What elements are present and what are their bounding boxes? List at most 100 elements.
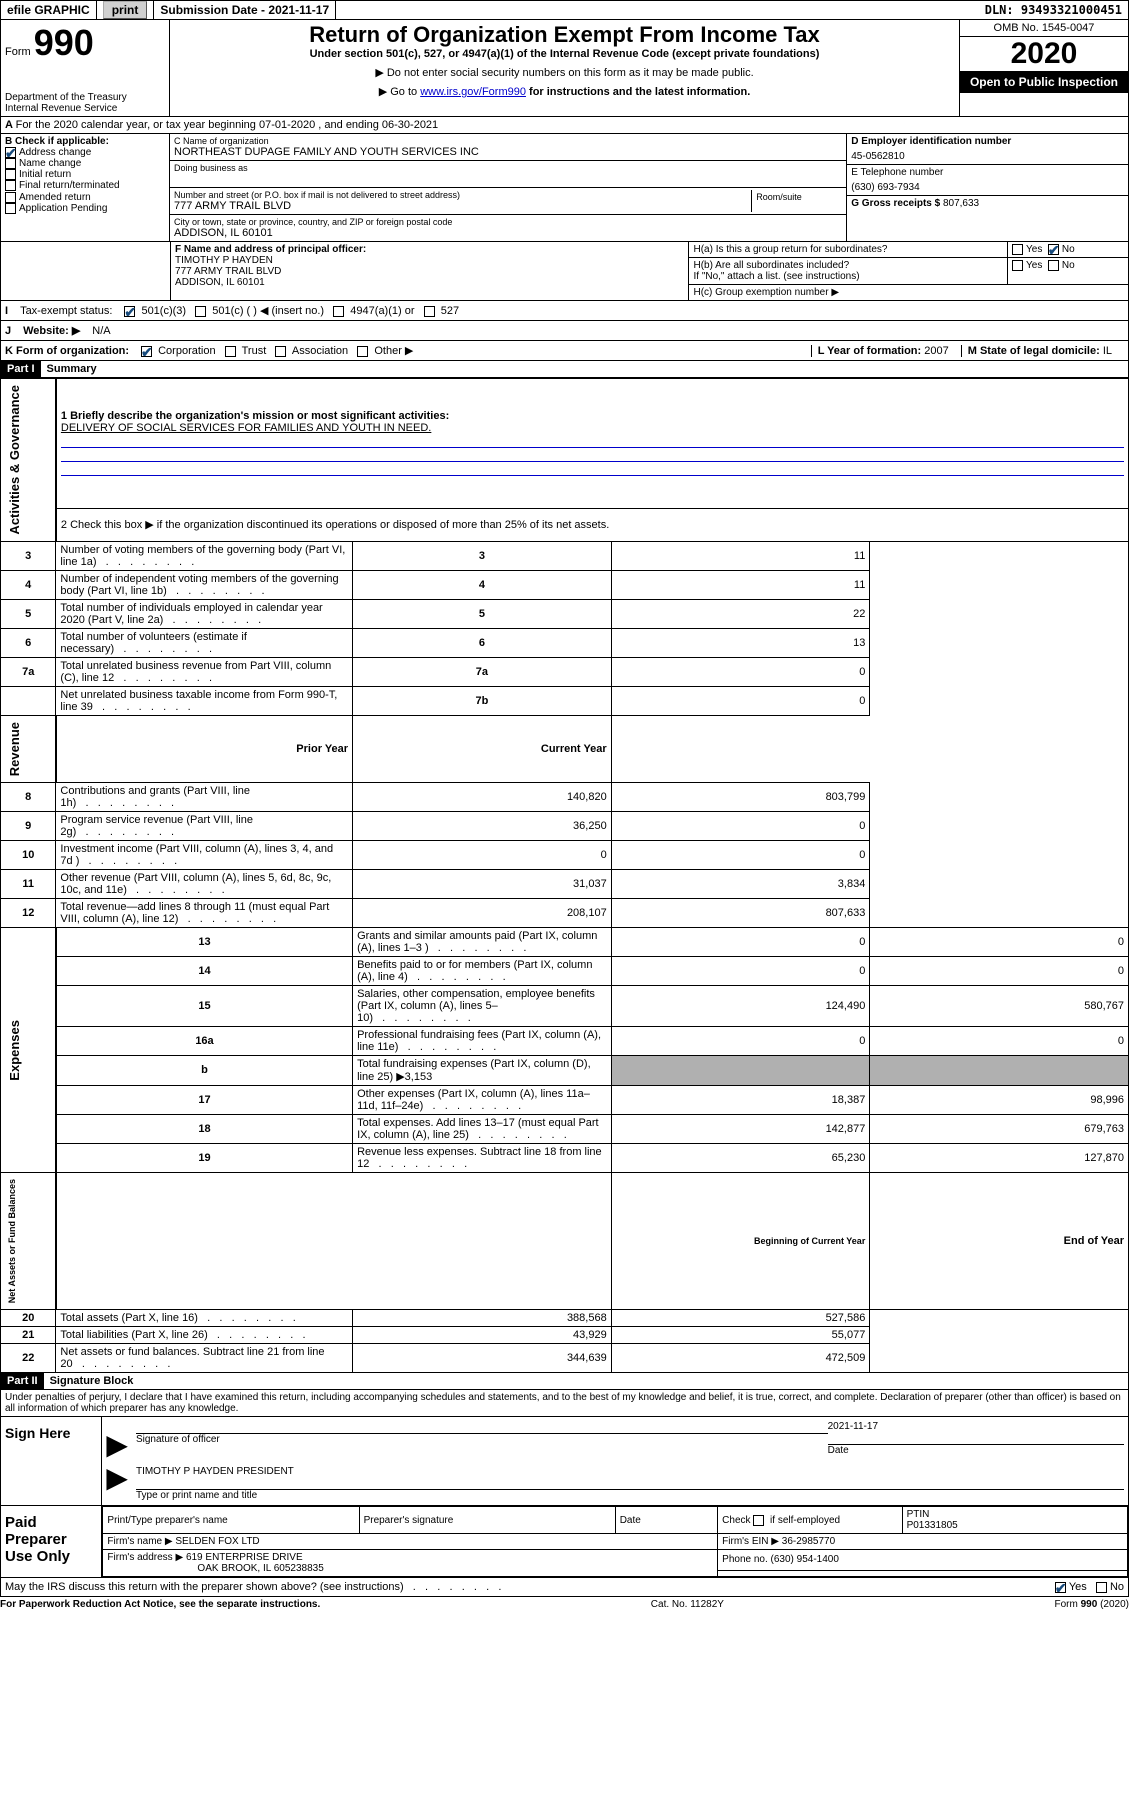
rowi-check-0[interactable] — [124, 306, 135, 317]
submission-date-label: Submission Date - — [160, 3, 268, 17]
boxb-check-0[interactable] — [5, 147, 16, 158]
h-c-group-exemption: H(c) Group exemption number ▶ — [689, 285, 1128, 300]
open-inspection: Open to Public Inspection — [960, 71, 1128, 93]
boxb-check-4[interactable] — [5, 192, 16, 203]
ptin: P01331805 — [907, 1520, 958, 1531]
discuss-yes-checkbox[interactable] — [1055, 1582, 1066, 1593]
signature-block: Sign Here ▶▶ Signature of officer 2021-1… — [0, 1417, 1129, 1506]
firm-addr1: 619 ENTERPRISE DRIVE — [186, 1552, 303, 1563]
form990-link[interactable]: www.irs.gov/Form990 — [420, 86, 526, 98]
dept-treasury: Department of the Treasury — [5, 92, 165, 103]
officer-name: TIMOTHY P HAYDEN — [175, 255, 273, 266]
box-f: F Name and address of principal officer:… — [170, 242, 688, 300]
table-row: 7aTotal unrelated business revenue from … — [1, 657, 1129, 686]
form-label: Form — [5, 46, 31, 58]
row-j-website: J Website: ▶ N/A — [0, 321, 1129, 341]
table-row: 9Program service revenue (Part VIII, lin… — [1, 811, 1129, 840]
table-row: 16aProfessional fundraising fees (Part I… — [1, 1026, 1129, 1055]
part2-header: Part II Signature Block — [0, 1373, 1129, 1390]
rowi-check-2[interactable] — [333, 306, 344, 317]
boxb-item: Initial return — [5, 169, 165, 180]
rowk-check-2[interactable] — [275, 346, 286, 357]
row-k-org-form: K Form of organization: Corporation Trus… — [0, 341, 1129, 361]
self-employed-checkbox[interactable] — [753, 1515, 764, 1526]
firm-name: SELDEN FOX LTD — [175, 1536, 259, 1547]
table-row: 18Total expenses. Add lines 13–17 (must … — [1, 1114, 1129, 1143]
firm-addr2: OAK BROOK, IL 605238835 — [197, 1563, 323, 1574]
h-a-no-checkbox[interactable] — [1048, 244, 1059, 255]
table-row: 20Total assets (Part X, line 16)388,5685… — [1, 1310, 1129, 1327]
table-row: 8Contributions and grants (Part VIII, li… — [1, 782, 1129, 811]
omb-number: OMB No. 1545-0047 — [960, 20, 1128, 37]
vlabel-governance: Activities & Governance — [5, 381, 24, 539]
submission-date: 2021-11-17 — [268, 3, 329, 17]
boxb-item: Final return/terminated — [5, 180, 165, 191]
table-row: 19Revenue less expenses. Subtract line 1… — [1, 1143, 1129, 1172]
firm-phone: (630) 954-1400 — [771, 1554, 839, 1565]
table-row: bTotal fundraising expenses (Part IX, co… — [1, 1055, 1129, 1085]
paid-preparer-block: Paid Preparer Use Only Print/Type prepar… — [0, 1506, 1129, 1578]
part1-header: Part I Summary — [0, 361, 1129, 378]
gross-receipts: 807,633 — [943, 198, 979, 209]
org-street: 777 ARMY TRAIL BLVD — [174, 200, 751, 212]
org-name: NORTHEAST DUPAGE FAMILY AND YOUTH SERVIC… — [174, 146, 842, 158]
table-row: Net unrelated business taxable income fr… — [1, 686, 1129, 715]
table-row: 17Other expenses (Part IX, column (A), l… — [1, 1085, 1129, 1114]
table-row: 6Total number of volunteers (estimate if… — [1, 628, 1129, 657]
boxb-check-5[interactable] — [5, 203, 16, 214]
penalty-statement: Under penalties of perjury, I declare th… — [0, 1390, 1129, 1417]
rowi-check-1[interactable] — [195, 306, 206, 317]
line-a-tax-year: A For the 2020 calendar year, or tax yea… — [0, 116, 1129, 133]
table-row: 4Number of independent voting members of… — [1, 570, 1129, 599]
efile-topbar: efile GRAPHIC print Submission Date - 20… — [0, 0, 1129, 20]
box-c: C Name of organization NORTHEAST DUPAGE … — [170, 134, 846, 241]
box-h: H(a) Is this a group return for subordin… — [688, 242, 1128, 300]
table-row: 10Investment income (Part VIII, column (… — [1, 840, 1129, 869]
sig-date: 2021-11-17 — [828, 1421, 1124, 1432]
rowk-check-3[interactable] — [357, 346, 368, 357]
discuss-no-checkbox[interactable] — [1096, 1582, 1107, 1593]
vlabel-revenue: Revenue — [5, 718, 24, 780]
firm-ein: 36-2985770 — [782, 1536, 835, 1547]
table-row: 14Benefits paid to or for members (Part … — [1, 956, 1129, 985]
telephone: (630) 693-7934 — [851, 182, 1124, 193]
paid-preparer-label: Paid Preparer Use Only — [1, 1506, 102, 1577]
boxb-check-1[interactable] — [5, 158, 16, 169]
h-b-yes-checkbox[interactable] — [1012, 260, 1023, 271]
officer-typed-name: TIMOTHY P HAYDEN PRESIDENT — [136, 1466, 1124, 1477]
table-row: 21Total liabilities (Part X, line 26)43,… — [1, 1327, 1129, 1344]
entity-info-block: B Check if applicable: Address changeNam… — [0, 133, 1129, 242]
boxb-item: Address change — [5, 147, 165, 158]
boxb-item: Application Pending — [5, 203, 165, 214]
efile-label: efile GRAPHIC — [1, 1, 97, 19]
mission-text: DELIVERY OF SOCIAL SERVICES FOR FAMILIES… — [61, 422, 431, 434]
table-row: 3Number of voting members of the governi… — [1, 541, 1129, 570]
instruction-ssn: Do not enter social security numbers on … — [174, 66, 955, 79]
boxb-item: Name change — [5, 158, 165, 169]
rowi-check-3[interactable] — [424, 306, 435, 317]
state-domicile: IL — [1103, 345, 1112, 357]
part1-table: Activities & Governance 1 Briefly descri… — [0, 378, 1129, 1373]
boxb-check-3[interactable] — [5, 180, 16, 191]
discuss-row: May the IRS discuss this return with the… — [0, 1578, 1129, 1597]
dln-label: DLN: — [985, 3, 1021, 17]
org-city: ADDISON, IL 60101 — [174, 227, 842, 239]
box-b: B Check if applicable: Address changeNam… — [1, 134, 170, 241]
form-header: Form 990 Department of the Treasury Inte… — [0, 20, 1129, 116]
print-button[interactable]: print — [103, 1, 148, 19]
form-subtitle: Under section 501(c), 527, or 4947(a)(1)… — [174, 48, 955, 60]
officer-group-block: F Name and address of principal officer:… — [0, 242, 1129, 301]
table-row: 5Total number of individuals employed in… — [1, 599, 1129, 628]
boxb-check-2[interactable] — [5, 169, 16, 180]
page-footer: For Paperwork Reduction Act Notice, see … — [0, 1597, 1129, 1612]
h-a-yes-checkbox[interactable] — [1012, 244, 1023, 255]
website-value: N/A — [92, 325, 110, 337]
h-b-no-checkbox[interactable] — [1048, 260, 1059, 271]
table-row: 12Total revenue—add lines 8 through 11 (… — [1, 898, 1129, 927]
rowk-check-1[interactable] — [225, 346, 236, 357]
year-formation: 2007 — [924, 345, 948, 357]
rowk-check-0[interactable] — [141, 346, 152, 357]
ein: 45-0562810 — [851, 151, 1124, 162]
line-2-discontinued: 2 Check this box ▶ if the organization d… — [56, 508, 1129, 541]
row-i-tax-status: I Tax-exempt status: 501(c)(3) 501(c) ( … — [0, 301, 1129, 321]
